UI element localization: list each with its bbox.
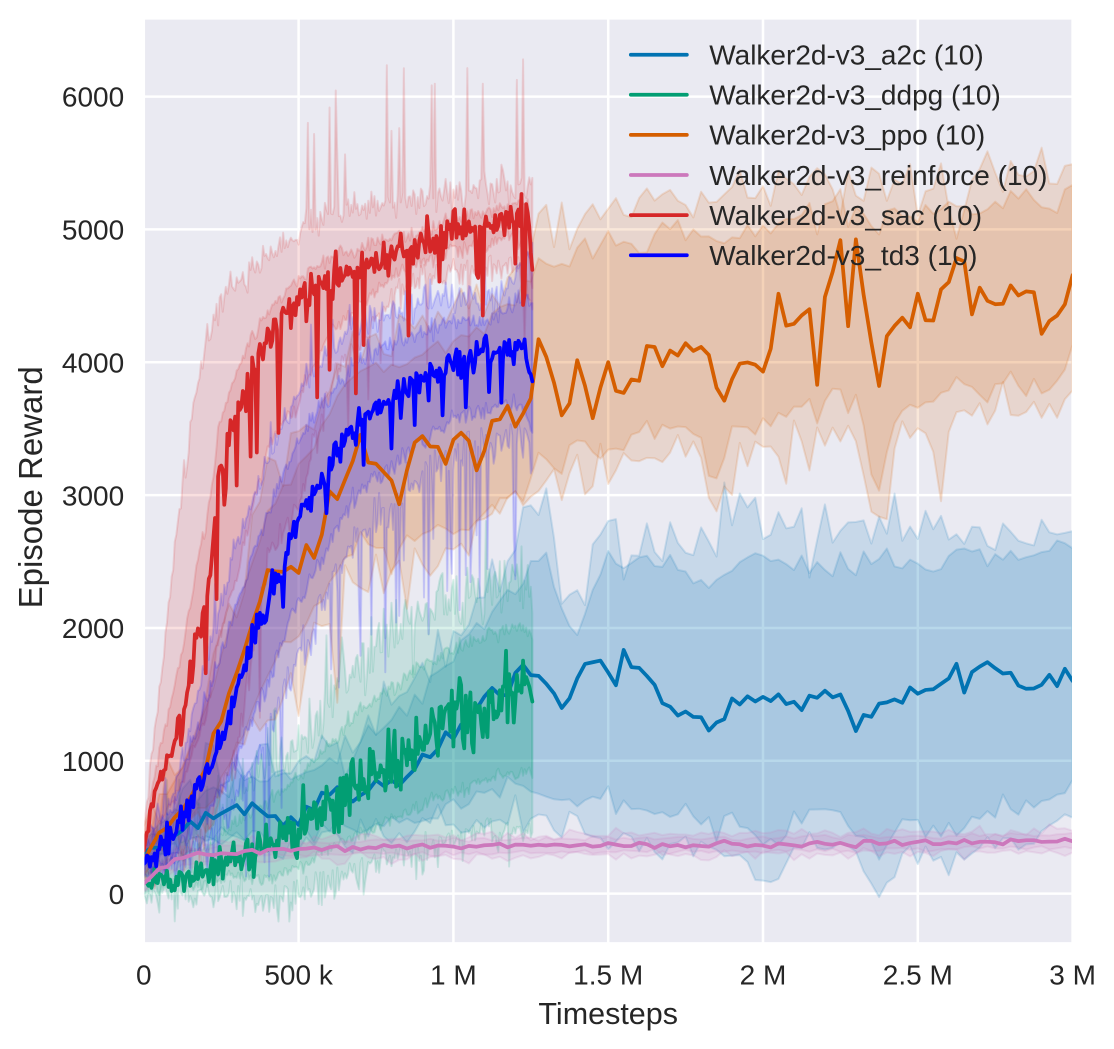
- svg-text:0: 0: [136, 959, 152, 990]
- svg-text:Episode Reward: Episode Reward: [12, 366, 49, 608]
- svg-text:3 M: 3 M: [1049, 959, 1096, 990]
- svg-text:Walker2d-v3_reinforce (10): Walker2d-v3_reinforce (10): [709, 160, 1047, 191]
- svg-text:5000: 5000: [62, 215, 124, 246]
- svg-text:2.5 M: 2.5 M: [883, 959, 953, 990]
- svg-text:1.5 M: 1.5 M: [573, 959, 643, 990]
- svg-text:Walker2d-v3_ppo (10): Walker2d-v3_ppo (10): [709, 120, 985, 151]
- svg-text:Walker2d-v3_td3 (10): Walker2d-v3_td3 (10): [709, 240, 977, 271]
- svg-text:Walker2d-v3_sac (10): Walker2d-v3_sac (10): [709, 200, 982, 231]
- svg-text:500 k: 500 k: [264, 959, 333, 990]
- svg-text:Walker2d-v3_ddpg (10): Walker2d-v3_ddpg (10): [709, 80, 1001, 111]
- svg-text:1000: 1000: [62, 746, 124, 777]
- svg-text:1 M: 1 M: [430, 959, 477, 990]
- svg-text:6000: 6000: [62, 82, 124, 113]
- svg-text:0: 0: [109, 879, 125, 910]
- svg-text:3000: 3000: [62, 480, 124, 511]
- svg-text:Timesteps: Timesteps: [538, 997, 678, 1031]
- svg-text:Walker2d-v3_a2c (10): Walker2d-v3_a2c (10): [709, 39, 983, 70]
- svg-text:4000: 4000: [62, 347, 124, 378]
- svg-text:2000: 2000: [62, 613, 124, 644]
- svg-text:2 M: 2 M: [740, 959, 787, 990]
